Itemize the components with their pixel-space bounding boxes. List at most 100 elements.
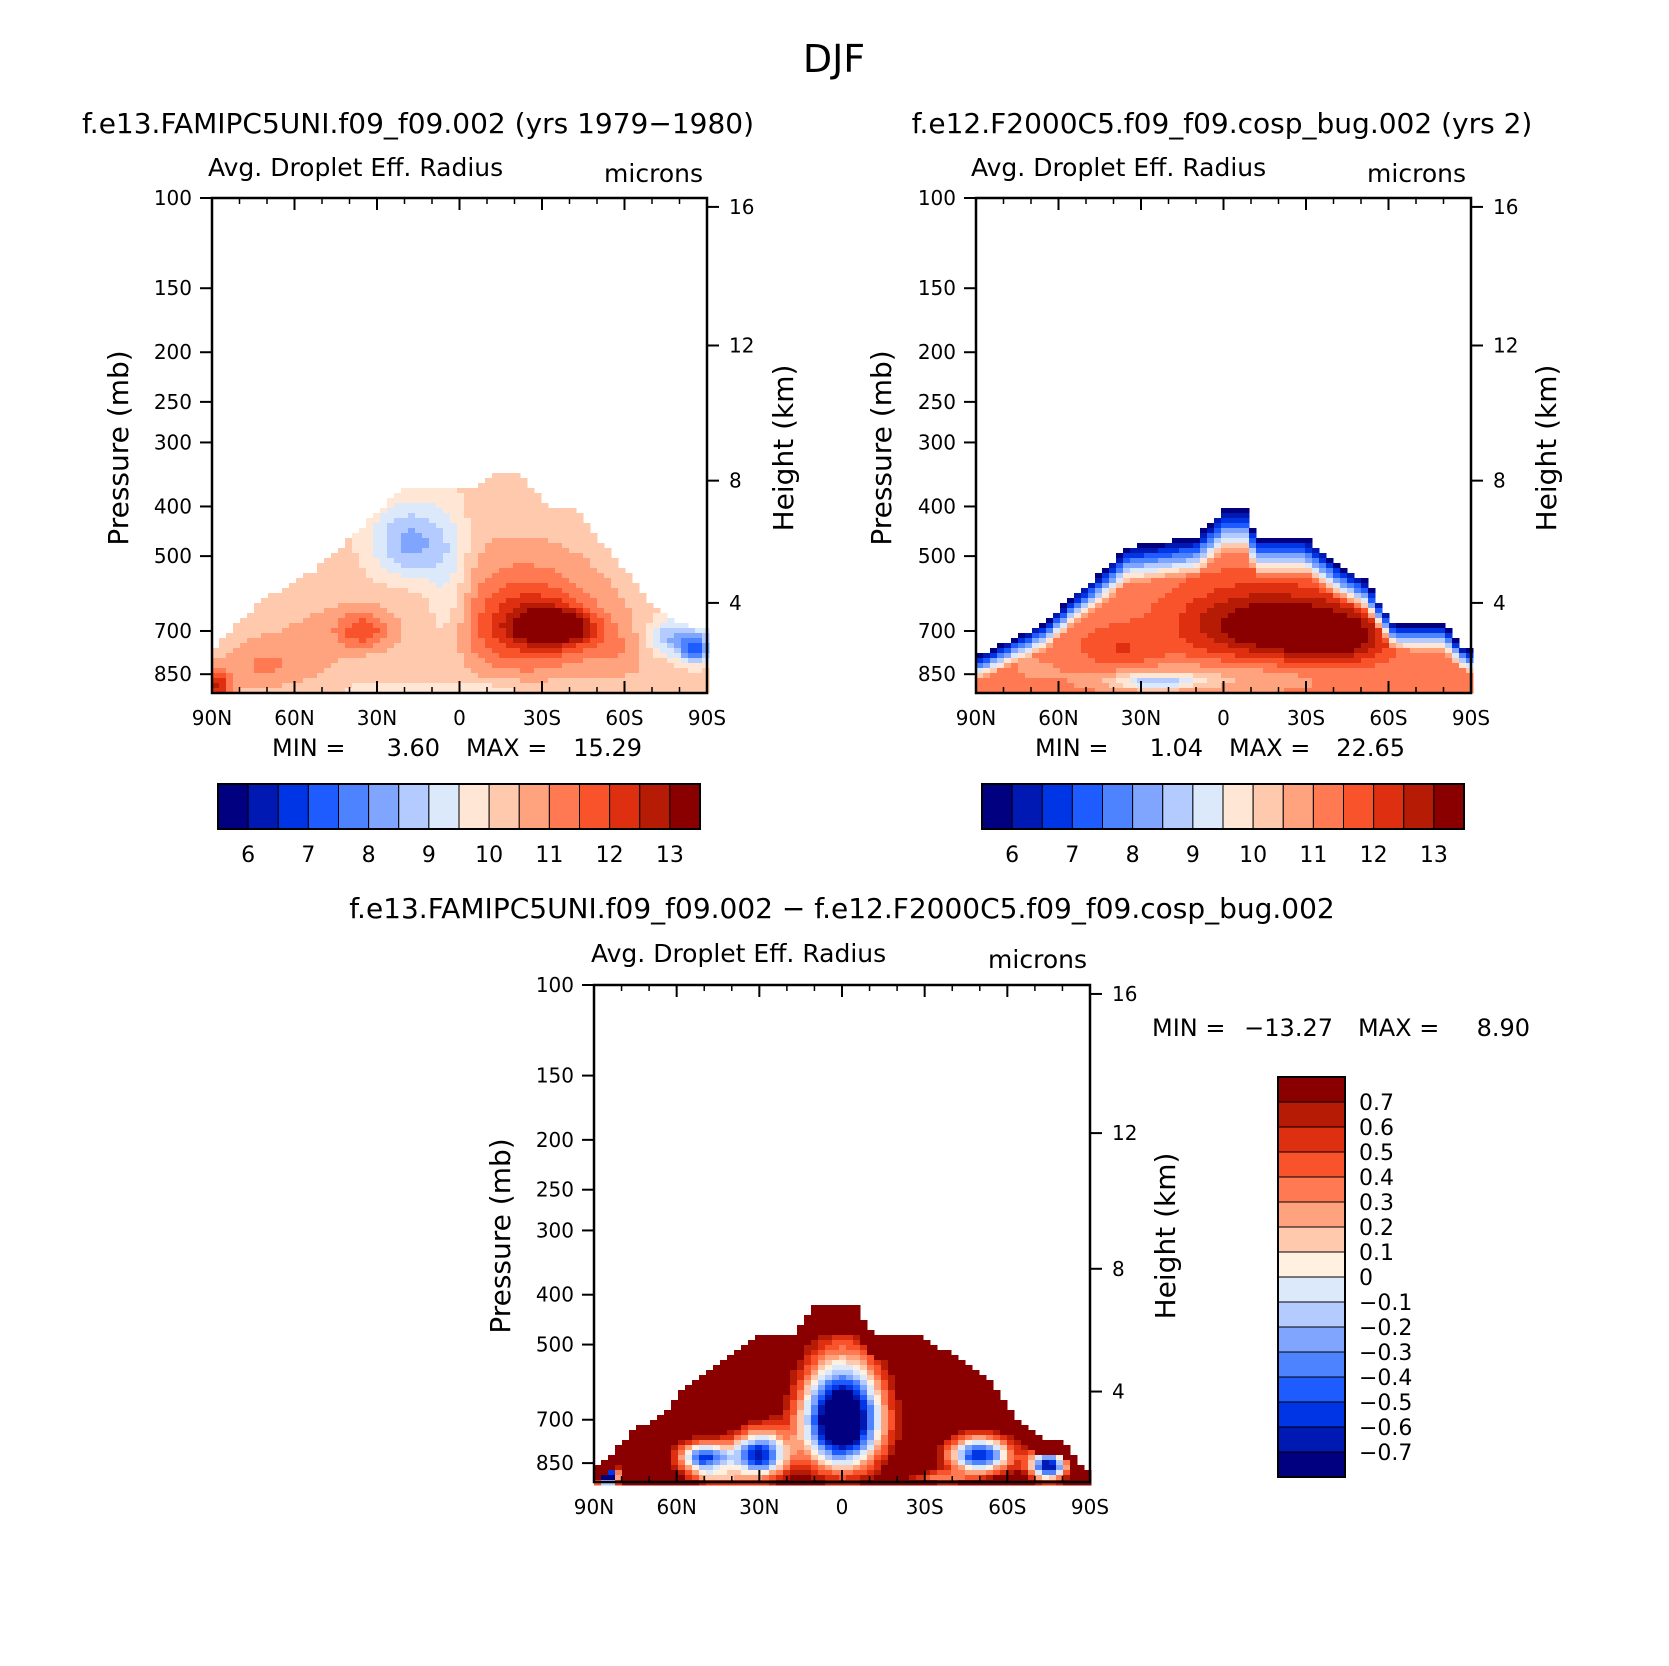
- contour-cell: [1186, 658, 1194, 664]
- contour-cell: [478, 563, 486, 569]
- contour-cell: [324, 623, 332, 629]
- contour-cell: [478, 638, 486, 644]
- contour-cell: [1137, 543, 1145, 549]
- contour-cell: [422, 658, 430, 664]
- contour-cell: [699, 1410, 707, 1416]
- contour-cell: [457, 673, 465, 679]
- contour-cell: [1032, 643, 1040, 649]
- contour-cell: [1046, 653, 1054, 659]
- contour-cell: [860, 1370, 868, 1376]
- contour-cell: [653, 618, 661, 624]
- contour-cell: [576, 573, 584, 579]
- contour-cell: [1305, 643, 1313, 649]
- contour-cell: [338, 608, 346, 614]
- contour-cell: [1368, 588, 1376, 594]
- contour-cell: [1200, 638, 1208, 644]
- contour-cell: [247, 643, 255, 649]
- contour-cell: [1214, 683, 1222, 689]
- contour-cell: [860, 1440, 868, 1446]
- contour-cell: [1326, 558, 1334, 564]
- contour-cell: [1144, 553, 1152, 559]
- contour-cell: [597, 568, 605, 574]
- contour-cell: [1207, 543, 1215, 549]
- contour-cell: [660, 668, 668, 674]
- y2-tick-label: 12: [729, 334, 754, 358]
- contour-cell: [541, 603, 549, 609]
- contour-cell: [471, 628, 479, 634]
- contour-cell: [990, 663, 998, 669]
- contour-cell: [408, 648, 416, 654]
- contour-cell: [401, 618, 409, 624]
- contour-cell: [1354, 663, 1362, 669]
- contour-cell: [1109, 593, 1117, 599]
- contour-cell: [874, 1475, 882, 1481]
- contour-cell: [597, 593, 605, 599]
- contour-cell: [555, 683, 563, 689]
- contour-cell: [1214, 543, 1222, 549]
- contour-cell: [373, 558, 381, 564]
- contour-cell: [1368, 603, 1376, 609]
- contour-cell: [769, 1380, 777, 1386]
- contour-cell: [373, 658, 381, 664]
- y2-tick-label: 4: [1493, 591, 1506, 615]
- contour-cell: [443, 583, 451, 589]
- contour-cell: [1088, 663, 1096, 669]
- contour-cell: [881, 1455, 889, 1461]
- contour-cell: [513, 588, 521, 594]
- contour-cell: [492, 653, 500, 659]
- contour-cell: [1095, 638, 1103, 644]
- contour-cell: [867, 1365, 875, 1371]
- contour-cell: [1291, 648, 1299, 654]
- contour-cell: [611, 618, 619, 624]
- contour-cell: [1193, 628, 1201, 634]
- contour-cell: [790, 1375, 798, 1381]
- contour-cell: [275, 668, 283, 674]
- contour-cell: [790, 1350, 798, 1356]
- contour-cell: [1039, 688, 1047, 694]
- contour-cell: [541, 673, 549, 679]
- contour-cell: [867, 1350, 875, 1356]
- contour-cell: [1186, 653, 1194, 659]
- contour-cell: [1151, 598, 1159, 604]
- contour-cell: [1235, 588, 1243, 594]
- contour-cell: [853, 1345, 861, 1351]
- contour-cell: [1130, 563, 1138, 569]
- contour-cell: [825, 1325, 833, 1331]
- contour-cell: [506, 633, 514, 639]
- contour-cell: [1151, 553, 1159, 559]
- contour-cell: [818, 1335, 826, 1341]
- contour-cell: [450, 538, 458, 544]
- contour-cell: [846, 1380, 854, 1386]
- contour-cell: [1221, 528, 1229, 534]
- contour-cell: [1060, 683, 1068, 689]
- contour-cell: [699, 1380, 707, 1386]
- contour-cell: [713, 1425, 721, 1431]
- contour-cell: [881, 1360, 889, 1366]
- contour-cell: [373, 678, 381, 684]
- contour-cell: [1284, 688, 1292, 694]
- contour-cell: [387, 683, 395, 689]
- contour-cell: [720, 1375, 728, 1381]
- contour-cell: [748, 1340, 756, 1346]
- contour-cell: [1242, 638, 1250, 644]
- contour-cell: [1074, 608, 1082, 614]
- contour-cell: [664, 1465, 672, 1471]
- contour-cell: [1123, 618, 1131, 624]
- contour-cell: [653, 663, 661, 669]
- contour-cell: [590, 673, 598, 679]
- contour-cell: [590, 553, 598, 559]
- contour-cell: [1333, 678, 1341, 684]
- contour-cell: [839, 1445, 847, 1451]
- contour-cell: [1123, 588, 1131, 594]
- contour-cell: [832, 1325, 840, 1331]
- contour-cell: [1298, 608, 1306, 614]
- contour-cell: [597, 623, 605, 629]
- contour-cell: [1256, 593, 1264, 599]
- contour-cell: [555, 538, 563, 544]
- contour-cell: [1137, 588, 1145, 594]
- contour-cell: [366, 663, 374, 669]
- contour-cell: [734, 1385, 742, 1391]
- contour-cell: [1011, 673, 1019, 679]
- contour-cell: [408, 533, 416, 539]
- contour-cell: [1263, 638, 1271, 644]
